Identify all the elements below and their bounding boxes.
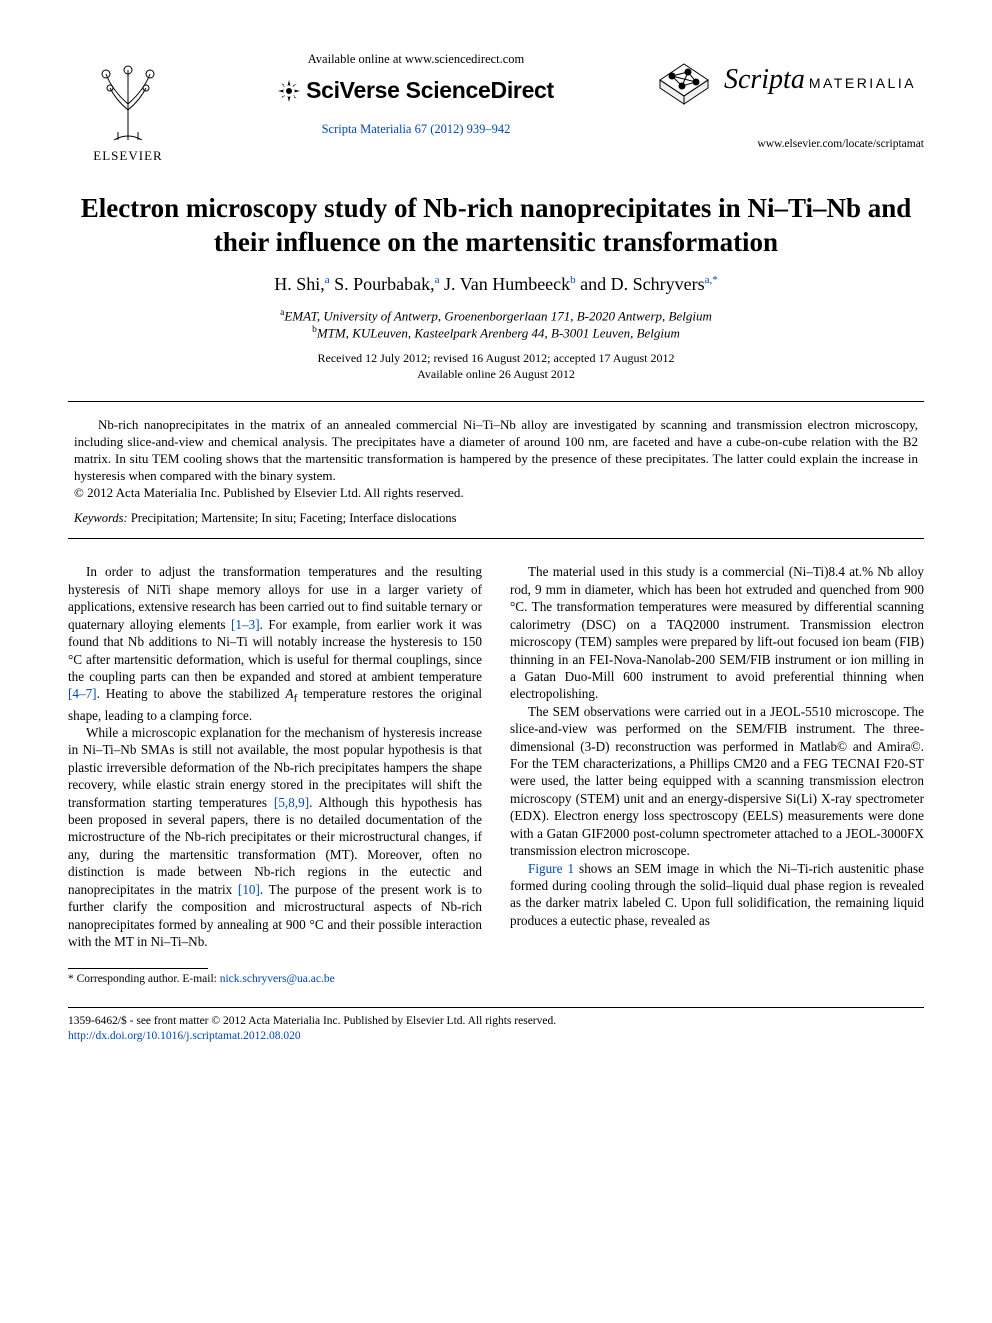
article-body: In order to adjust the transformation te…: [68, 563, 924, 950]
footnote-rule: [68, 968, 208, 969]
journal-brand-block: Scripta MATERIALIA www.elsevier.com/loca…: [644, 52, 924, 150]
abstract-copyright: © 2012 Acta Materialia Inc. Published by…: [74, 484, 918, 501]
elsevier-logo-block: ELSEVIER: [68, 52, 188, 164]
journal-citation-link[interactable]: Scripta Materialia 67 (2012) 939–942: [322, 122, 511, 137]
page-footer: 1359-6462/$ - see front matter © 2012 Ac…: [68, 1007, 924, 1044]
body-p1: In order to adjust the transformation te…: [68, 563, 482, 724]
body-p2: While a microscopic explanation for the …: [68, 724, 482, 950]
elsevier-tree-icon: [92, 60, 164, 144]
sciverse-burst-icon: [278, 80, 300, 102]
corresponding-mark[interactable]: *: [712, 274, 718, 286]
ref-10[interactable]: [10]: [238, 882, 260, 897]
body-p4: The SEM observations were carried out in…: [510, 703, 924, 860]
affil-a: EMAT, University of Antwerp, Groenenborg…: [284, 308, 712, 323]
author-1: H. Shi,: [274, 274, 325, 294]
article-dates: Received 12 July 2012; revised 16 August…: [68, 350, 924, 382]
abstract: Nb-rich nanoprecipitates in the matrix o…: [68, 402, 924, 512]
author-3-affil[interactable]: b: [570, 274, 576, 286]
keywords-list: Precipitation; Martensite; In situ; Face…: [128, 511, 457, 525]
author-3: J. Van Humbeeck: [444, 274, 570, 294]
corresponding-footnote: * Corresponding author. E-mail: nick.sch…: [68, 973, 924, 985]
scripta-logo-icon: [652, 52, 716, 108]
author-1-affil[interactable]: a: [325, 274, 330, 286]
body-p5: Figure 1 shows an SEM image in which the…: [510, 860, 924, 930]
available-online-text: Available online at www.sciencedirect.co…: [308, 52, 525, 67]
af-symbol: A: [286, 686, 294, 701]
sciverse-text: SciVerse ScienceDirect: [306, 77, 554, 104]
ref-5-8-9[interactable]: [5,8,9]: [274, 795, 309, 810]
doi-link[interactable]: http://dx.doi.org/10.1016/j.scriptamat.2…: [68, 1030, 301, 1042]
front-matter-line: 1359-6462/$ - see front matter © 2012 Ac…: [68, 1014, 924, 1029]
footnote-email-link[interactable]: nick.schryvers@ua.ac.be: [220, 973, 335, 985]
authors-and: and: [580, 274, 611, 294]
ref-4-7[interactable]: [4–7]: [68, 686, 97, 701]
authors-line: H. Shi,a S. Pourbabak,a J. Van Humbeeckb…: [68, 274, 924, 295]
author-4: D. Schryvers: [611, 274, 705, 294]
ref-figure-1[interactable]: Figure 1: [528, 861, 574, 876]
dates-online: Available online 26 August 2012: [68, 366, 924, 382]
journal-name-script: Scripta: [724, 64, 805, 96]
ref-1-3[interactable]: [1–3]: [231, 617, 260, 632]
body-p1c: . Heating to above the stabilized: [97, 686, 286, 701]
abstract-bottom-rule: [68, 538, 924, 539]
keywords: Keywords: Precipitation; Martensite; In …: [68, 511, 924, 538]
article-title: Electron microscopy study of Nb-rich nan…: [68, 192, 924, 260]
author-2: S. Pourbabak,: [334, 274, 435, 294]
elsevier-label: ELSEVIER: [93, 148, 162, 164]
keywords-label: Keywords:: [74, 511, 128, 525]
sciencedirect-brand: SciVerse ScienceDirect: [278, 77, 554, 104]
journal-url: www.elsevier.com/locate/scriptamat: [644, 138, 924, 150]
body-p3: The material used in this study is a com…: [510, 563, 924, 702]
journal-name-caps: MATERIALIA: [809, 75, 916, 91]
affil-b: MTM, KULeuven, Kasteelpark Arenberg 44, …: [317, 326, 680, 341]
dates-received: Received 12 July 2012; revised 16 August…: [68, 350, 924, 366]
footnote-label: * Corresponding author. E-mail:: [68, 973, 220, 985]
abstract-text: Nb-rich nanoprecipitates in the matrix o…: [74, 416, 918, 485]
affiliations: aEMAT, University of Antwerp, Groenenbor…: [68, 307, 924, 343]
author-2-affil[interactable]: a: [435, 274, 440, 286]
header-center: Available online at www.sciencedirect.co…: [226, 52, 606, 137]
journal-header: ELSEVIER Available online at www.science…: [68, 52, 924, 164]
